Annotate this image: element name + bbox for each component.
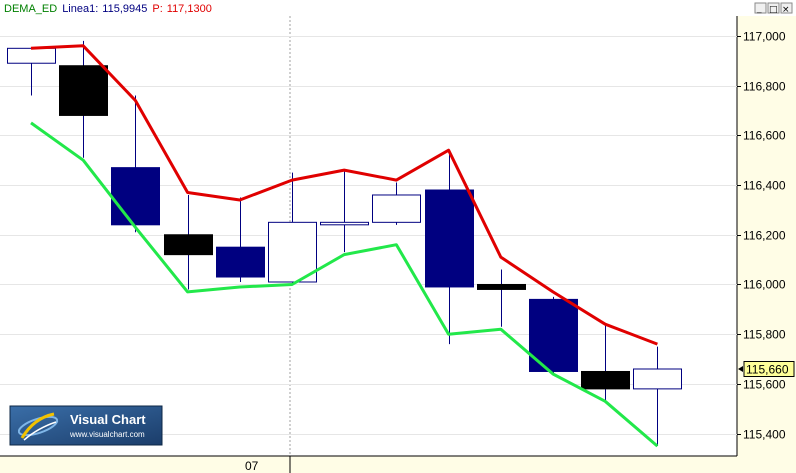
candle-body [268,221,317,283]
y-axis-band [737,16,796,473]
close-icon: × [782,5,790,15]
y-tick-label: 117,000 [743,30,786,44]
candle [425,152,474,345]
x-axis-band [0,456,796,473]
candle [7,47,56,96]
x-tick-label: 07 [245,459,259,473]
candle-body [216,246,265,278]
logo-url: www.visualchart.com [69,430,145,439]
candle [164,194,213,290]
y-tick-label: 116,000 [743,278,786,292]
candle-body [111,167,160,226]
y-tick-label: 115,600 [743,378,786,392]
visual-chart-logo: Visual Chart www.visualchart.com [9,405,163,446]
series-label: Linea1: [62,3,98,15]
candle-body [59,65,108,116]
candle-body [164,234,213,256]
candlesticks [7,40,682,447]
y-tick-label: 116,600 [743,129,786,143]
candle [320,170,369,253]
maximize-button[interactable]: □ [767,2,780,15]
candle-body [633,368,682,390]
minimize-button[interactable]: _ [754,2,767,14]
series-value: 115,9945 [102,3,147,15]
candle-body [320,221,369,226]
dema-series-line [30,121,659,448]
price-label: P: [152,3,162,15]
candle-body [581,370,630,390]
candle [268,172,317,285]
price-value: 117,1300 [167,3,212,15]
y-tick-label: 116,800 [743,80,786,94]
minimize-icon: _ [756,4,762,14]
y-tick-label: 116,400 [743,179,786,193]
y-tick-labels: 117,000 116,800 116,600 116,400 116,200 116,0… [737,30,786,442]
candle [633,346,682,447]
price-tag-label: 115,660 [746,363,789,377]
candle [581,324,630,402]
candle [59,40,108,158]
y-tick-label: 116,200 [743,229,786,243]
legend-text: DEMA_ED Linea1: 115,9945 P: 117,1300 [4,3,212,15]
logo-name: Visual Chart [70,412,146,427]
candle-body [477,283,526,290]
logo-swoosh-icon [17,412,59,441]
candle [372,182,421,225]
last-price-tag: 115,660 [738,361,795,377]
candle [216,197,265,282]
y-tick-label: 115,800 [743,328,786,342]
indicator-name: DEMA_ED [4,3,57,15]
header-legend: DEMA_ED Linea1: 115,9945 P: 117,1300 [4,3,212,15]
candle [477,269,526,327]
maximize-icon: □ [769,5,778,15]
candle [529,296,578,374]
candle [111,95,160,233]
window-controls: _ □ × [754,2,793,15]
candle-body [7,47,56,64]
y-tick-label: 115,400 [743,428,786,442]
close-button[interactable]: × [780,2,793,15]
price-tag-box [743,361,795,377]
logo-background [9,405,163,446]
price-tag-arrow-icon [738,366,743,372]
dema-lines [30,44,659,448]
dema-series-line [30,44,658,346]
candle-body [425,189,474,288]
candle-body [372,194,421,223]
